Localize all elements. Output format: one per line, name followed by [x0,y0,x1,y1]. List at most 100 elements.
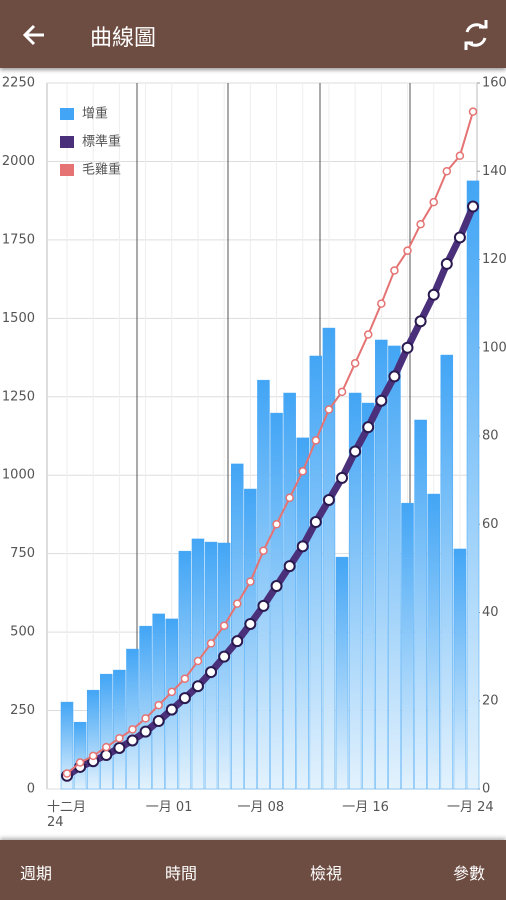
bar [126,648,139,790]
bar [60,701,74,790]
nav-time[interactable]: 時間 [165,864,198,883]
point [455,151,465,161]
point [113,741,126,754]
point [362,421,375,434]
bar [466,180,480,790]
bar [453,548,467,790]
point [154,700,163,710]
refresh-button[interactable] [464,20,488,50]
bar [113,669,126,790]
point [257,599,270,612]
legend-swatch [60,108,74,120]
point [244,617,257,630]
app-bar: 曲線圖 [0,0,506,68]
point [375,394,388,407]
point [218,650,231,663]
legend-label: 增重 [82,106,108,122]
point [442,167,452,176]
point [178,692,191,705]
bar [322,327,336,790]
point [141,714,150,723]
legend-label: 毛雞重 [82,162,121,178]
bar [414,419,427,790]
point [388,370,401,383]
y2-tick-label: 140 [482,164,506,179]
y-tick-label: 1500 [2,311,35,326]
bar [231,463,244,790]
point [427,288,440,301]
point [309,516,322,529]
bottom-nav: 週期 時間 檢視 參數 [0,840,506,900]
y-tick-label: 500 [10,625,35,640]
point [311,436,321,445]
point [429,197,438,207]
app-bar-icons [22,20,488,50]
bar [283,392,296,790]
point [115,734,124,743]
bar [440,354,454,790]
y-tick-label: 750 [10,546,35,561]
bar [257,379,270,790]
y2-tick-label: 20 [482,693,499,708]
point [324,405,334,414]
y-tick-label: 1750 [2,232,35,247]
nav-view[interactable]: 檢視 [310,864,343,883]
y2-tick-label: 120 [482,252,506,267]
point [128,725,137,734]
x-tick-label: 一月 08 [237,800,285,815]
y-tick-label: 1000 [2,468,35,483]
point [272,520,281,529]
point [167,687,177,697]
nav-period[interactable]: 週期 [20,864,53,883]
point [126,734,139,747]
y-tick-label: 250 [10,703,35,718]
point [231,635,244,648]
point [283,560,296,573]
y2-tick-label: 0 [482,782,490,797]
point [403,246,412,255]
point [102,742,111,752]
bar [375,339,388,790]
point [206,639,216,648]
y2-tick-label: 160 [482,76,506,91]
y2-tick-label: 60 [482,517,499,532]
point [193,656,203,666]
point [322,493,335,506]
legend-swatch [60,164,74,176]
y-tick-label: 2250 [2,76,35,91]
point [205,666,218,679]
bar [401,502,414,790]
bar [361,402,375,790]
x-tick-label: 一月 16 [342,800,389,815]
bar [309,355,323,790]
point [139,725,152,738]
legend-swatch [60,136,74,148]
y2-tick-label: 100 [482,340,506,355]
back-button[interactable] [22,24,44,46]
bar [348,392,362,790]
bar [100,673,113,790]
bar [427,493,440,790]
point [285,493,294,503]
point [350,358,360,368]
point [414,315,427,328]
point [416,219,425,229]
point [401,341,414,354]
chart: 0 250 500 750 1000 1250 1500 1750 2000 2250 0 20 40 6… [2,76,506,797]
point [349,445,362,458]
bar [388,345,401,790]
point [270,580,283,593]
x-tick-label: 一月 01 [145,800,193,815]
y2-tick-label: 40 [482,605,499,620]
point [467,200,479,213]
point [191,680,204,693]
point [259,546,268,555]
bar [270,412,283,790]
x-tick-label: 一月 24 [447,800,494,815]
bar [73,721,87,790]
legend-label: 標準重 [82,134,121,150]
y2-tick-label: 80 [482,429,499,444]
bar [296,437,309,790]
nav-params[interactable]: 參數 [453,864,486,883]
x-tick-label: 十二月 24 [47,800,87,830]
